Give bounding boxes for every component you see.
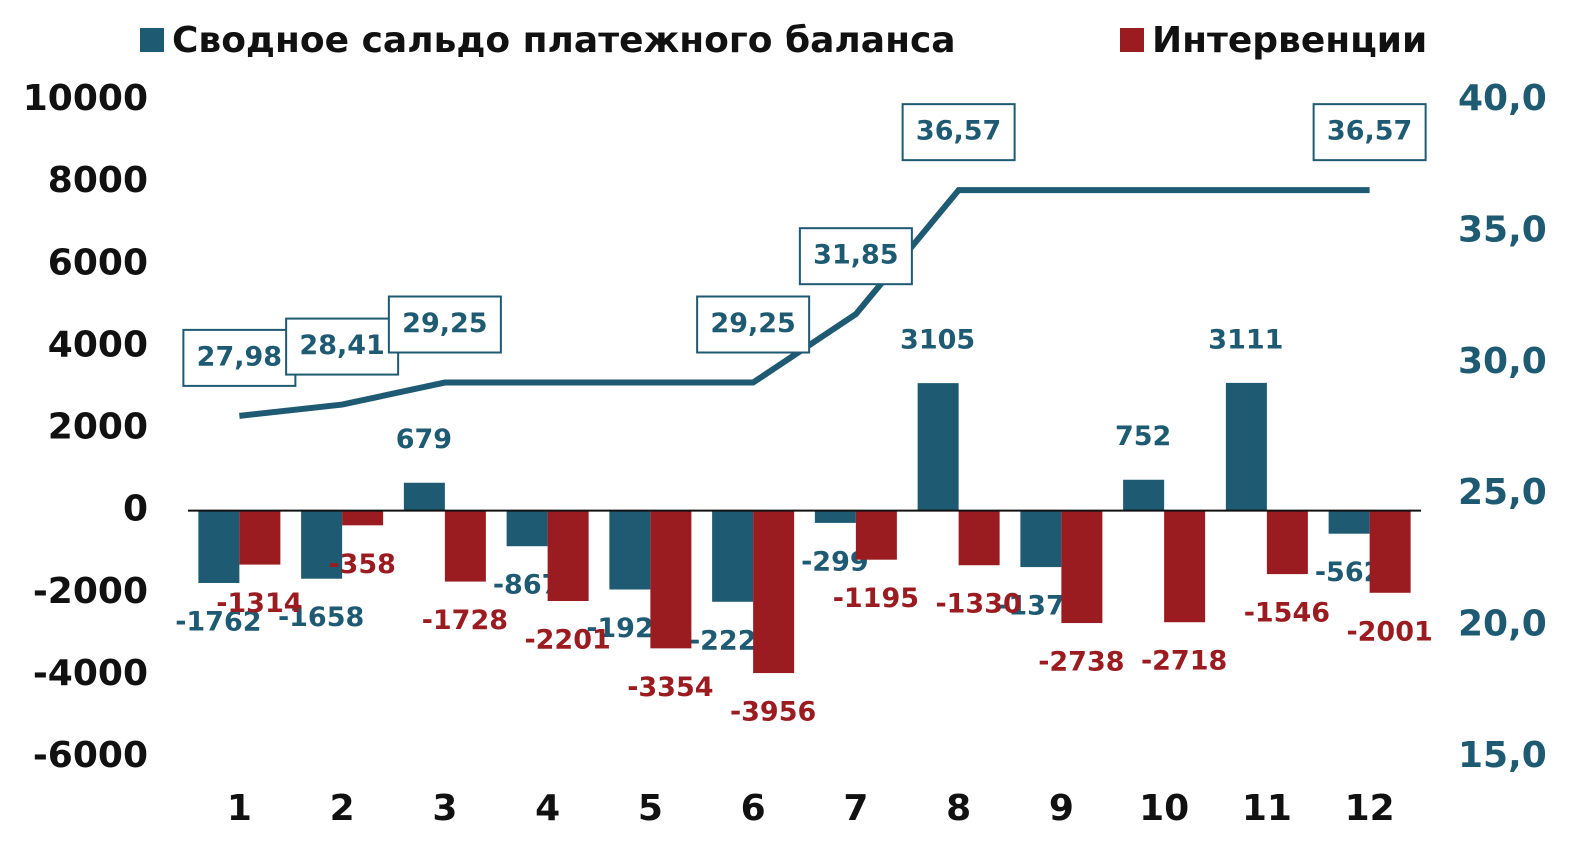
bar [917, 383, 959, 511]
y2-tick-label: 30,0 [1458, 341, 1547, 382]
x-tick-label: 6 [741, 788, 766, 829]
legend-swatch [1120, 28, 1144, 52]
bar [1225, 382, 1267, 511]
bar [1123, 479, 1165, 511]
y2-tick-label: 25,0 [1458, 472, 1547, 513]
bar [403, 482, 445, 511]
x-tick-label: 8 [946, 788, 971, 829]
bar [814, 510, 856, 523]
bar-value-label: -1195 [833, 583, 919, 614]
y-tick-label: -4000 [33, 653, 148, 694]
bar [753, 510, 795, 674]
bar-value-label: -1728 [422, 605, 508, 636]
y-tick-label: 2000 [48, 407, 148, 448]
bar [650, 510, 692, 649]
line-label-box [901, 103, 1016, 162]
bar-value-label: -1658 [278, 602, 364, 633]
x-tick-label: 7 [843, 788, 868, 829]
bar-value-label: -3956 [730, 697, 816, 728]
line-value-label: 29,25 [710, 308, 795, 339]
x-tick-label: 3 [432, 788, 457, 829]
bar-value-label: -358 [328, 549, 396, 580]
bar-value-label: 679 [396, 424, 452, 455]
x-tick-label: 12 [1345, 788, 1395, 829]
bar [609, 510, 651, 590]
bar-value-label: -2718 [1141, 646, 1227, 677]
bar-value-label: -2201 [524, 625, 610, 656]
y-tick-label: -6000 [33, 735, 148, 776]
bar [342, 510, 384, 526]
line-value-label: 28,41 [299, 330, 384, 361]
x-tick-label: 1 [227, 788, 252, 829]
bar [506, 510, 548, 547]
bar-value-label: -2738 [1038, 647, 1124, 678]
line-value-label: 27,98 [197, 341, 282, 372]
bar [712, 510, 754, 602]
bar-value-label: -1762 [175, 606, 261, 637]
line-label-box [696, 295, 811, 354]
line-value-label: 31,85 [813, 240, 898, 271]
x-tick-label: 11 [1242, 788, 1292, 829]
y-tick-label: 6000 [48, 242, 148, 283]
x-tick-label: 4 [535, 788, 560, 829]
line-label-box [1312, 103, 1427, 162]
bar [1328, 510, 1370, 534]
y-tick-label: 8000 [48, 160, 148, 201]
bar-value-label: -1314 [216, 588, 302, 619]
line-label-box [798, 227, 913, 286]
legend-label: Интервенции [1152, 20, 1427, 61]
y-tick-label: 0 [123, 489, 148, 530]
bar [301, 510, 343, 579]
bar [855, 510, 897, 560]
bar-value-label: -2001 [1346, 616, 1432, 647]
bar [239, 510, 281, 565]
y2-tick-label: 15,0 [1458, 735, 1547, 776]
y-tick-label: 4000 [48, 324, 148, 365]
legend-label: Сводное сальдо платежного баланса [172, 20, 956, 61]
bar-value-label: 3111 [1208, 324, 1283, 355]
bar-value-label: 3105 [900, 325, 975, 356]
legend-swatch [140, 28, 164, 52]
x-tick-label: 9 [1049, 788, 1074, 829]
bar [444, 510, 486, 582]
bar [198, 510, 240, 583]
y2-tick-label: 40,0 [1458, 78, 1547, 119]
bar [958, 510, 1000, 566]
bar [1266, 510, 1308, 575]
line-label-box [387, 295, 502, 354]
x-tick-label: 10 [1139, 788, 1189, 829]
bar-value-label: -3354 [627, 672, 713, 703]
bar [547, 510, 589, 602]
bar [1061, 510, 1103, 624]
x-tick-label: 2 [330, 788, 355, 829]
bar [1369, 510, 1411, 593]
bar-value-label: 752 [1115, 421, 1171, 452]
y-tick-label: -2000 [33, 571, 148, 612]
bar [1164, 510, 1206, 623]
y-tick-label: 10000 [23, 78, 148, 119]
line-value-label: 29,25 [402, 308, 487, 339]
y2-tick-label: 35,0 [1458, 209, 1547, 250]
bar-value-label: -1546 [1244, 598, 1330, 629]
line-label-box [285, 317, 400, 376]
bar [1020, 510, 1062, 568]
x-tick-label: 5 [638, 788, 663, 829]
bar-value-label: -1330 [935, 589, 1021, 620]
line-value-label: 36,57 [916, 116, 1001, 147]
line-value-label: 36,57 [1327, 116, 1412, 147]
y2-tick-label: 20,0 [1458, 604, 1547, 645]
